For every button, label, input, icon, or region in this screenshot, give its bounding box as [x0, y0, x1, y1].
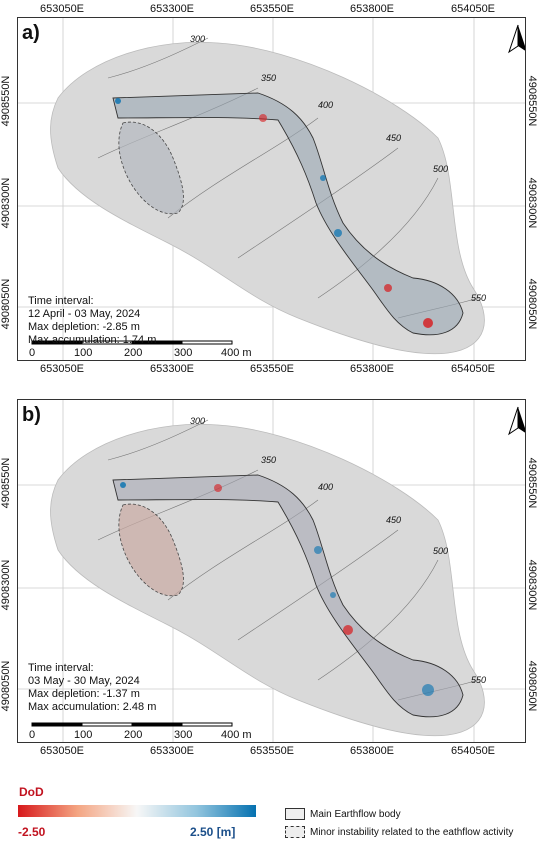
scale-label: 300 [174, 347, 193, 359]
easting-tick: 653550E [249, 363, 295, 375]
contour-label: 450 [386, 133, 402, 143]
northing-tick: 4908550N [526, 457, 538, 509]
scale-label: 100 [74, 729, 93, 741]
easting-tick: 653550E [249, 3, 295, 15]
scale-bar [31, 340, 233, 345]
map-frame: b) 300 350 400 450 500 550 Time interval… [17, 399, 526, 743]
northing-tick: 4908300N [0, 559, 12, 611]
legend-item-label: Minor instability related to the eathflo… [310, 826, 514, 838]
map-canvas [18, 400, 525, 742]
easting-tick: 653300E [149, 745, 195, 757]
north-arrow-icon [508, 406, 525, 436]
scale-label: 0 [29, 347, 36, 359]
easting-tick: 653300E [149, 3, 195, 15]
scale-label: 200 [124, 347, 143, 359]
contour-label: 500 [433, 546, 449, 556]
scale-label: 400 m [221, 347, 252, 359]
contour-label: 350 [261, 73, 277, 83]
legend-item-label: Main Earthflow body [310, 808, 401, 820]
interval-dates: 12 April - 03 May, 2024 [28, 308, 141, 320]
solid-outline-swatch [285, 808, 305, 820]
easting-tick: 653050E [39, 363, 85, 375]
scale-bar [31, 722, 233, 727]
northing-tick: 4908550N [0, 75, 12, 127]
northing-tick: 4908300N [526, 559, 538, 611]
north-arrow-icon [508, 24, 525, 54]
map-panel-a: 653050E 653300E 653550E 653800E 654050E [0, 0, 550, 382]
interval-title: Time interval: [28, 295, 94, 307]
dod-color-ramp [18, 805, 256, 817]
map-legend: DoD -2.50 2.50 [m] Main Earthflow body M… [0, 775, 550, 846]
contour-label: 550 [471, 293, 487, 303]
legend-item-minor: Minor instability related to the eathflo… [285, 826, 513, 838]
dashed-outline-swatch [285, 826, 305, 838]
contour-label: 300 [190, 416, 206, 426]
time-interval-info: Time interval: 03 May - 30 May, 2024 Max… [28, 662, 156, 714]
northing-tick: 4908050N [526, 278, 538, 330]
easting-tick: 653550E [249, 745, 295, 757]
time-interval-info: Time interval: 12 April - 03 May, 2024 M… [28, 295, 156, 347]
easting-tick: 653050E [39, 3, 85, 15]
scale-label: 100 [74, 347, 93, 359]
northing-tick: 4908300N [0, 177, 12, 229]
max-accumulation: Max accumulation: 2.48 m [28, 701, 157, 713]
easting-tick: 653800E [349, 363, 395, 375]
contour-label: 550 [471, 675, 487, 685]
easting-tick: 654050E [450, 3, 496, 15]
scale-label: 300 [174, 729, 193, 741]
max-depletion: Max depletion: -1.37 m [28, 688, 140, 700]
northing-tick: 4908550N [526, 75, 538, 127]
scale-label: 0 [29, 729, 36, 741]
panel-label: a) [22, 22, 40, 44]
easting-tick: 654050E [450, 745, 496, 757]
contour-label: 500 [433, 164, 449, 174]
dod-change-patches [120, 482, 434, 696]
max-depletion: Max depletion: -2.85 m [28, 321, 140, 333]
main-earthflow-body [112, 92, 464, 336]
easting-tick: 654050E [450, 363, 496, 375]
map-panel-b: b) 300 350 400 450 500 550 Time interval… [0, 382, 550, 764]
minor-instability-area [118, 121, 184, 215]
contour-label: 300 [190, 34, 206, 44]
minor-instability-area [118, 503, 184, 597]
northing-tick: 4908050N [0, 660, 12, 712]
easting-tick: 653800E [349, 3, 395, 15]
contour-label: 350 [261, 455, 277, 465]
contour-label: 400 [318, 482, 334, 492]
max-accumulation: Max accumulation: 1.74 m [28, 334, 157, 346]
contour-label: 450 [386, 515, 402, 525]
northing-tick: 4908300N [526, 177, 538, 229]
panel-label: b) [22, 404, 41, 426]
legend-max-value: 2.50 [m] [190, 825, 236, 839]
legend-min-value: -2.50 [18, 825, 46, 839]
map-frame: a) 300 350 400 450 500 550 Time interval… [17, 17, 526, 361]
legend-item-main-body: Main Earthflow body [285, 808, 401, 820]
contour-label: 400 [318, 100, 334, 110]
northing-tick: 4908550N [0, 457, 12, 509]
easting-tick: 653050E [39, 745, 85, 757]
map-canvas [18, 18, 525, 360]
easting-tick: 653800E [349, 745, 395, 757]
legend-title: DoD [19, 785, 44, 799]
main-earthflow-body [112, 474, 464, 718]
dod-change-patches [115, 98, 433, 328]
northing-tick: 4908050N [526, 660, 538, 712]
scale-label: 200 [124, 729, 143, 741]
interval-dates: 03 May - 30 May, 2024 [28, 675, 140, 687]
easting-tick: 653300E [149, 363, 195, 375]
interval-title: Time interval: [28, 662, 94, 674]
northing-tick: 4908050N [0, 278, 12, 330]
scale-label: 400 m [221, 729, 252, 741]
